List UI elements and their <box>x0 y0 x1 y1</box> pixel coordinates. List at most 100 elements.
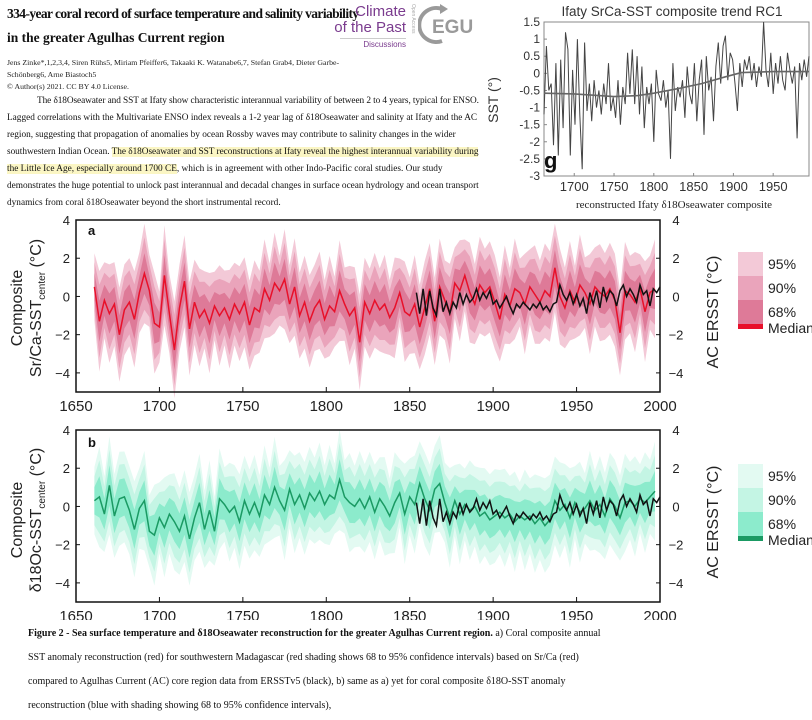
chart-g-xtick-label: 1950 <box>759 179 788 194</box>
b-xtick-label: 1900 <box>476 608 509 620</box>
b-series-median <box>93 476 656 540</box>
a-legend-swatch-Median <box>738 324 763 329</box>
chart-b-panel-label: b <box>88 435 96 450</box>
b-legend-label: 95% <box>768 468 796 484</box>
b-ytick-label-right: −4 <box>669 576 684 591</box>
chart-b-ylabel-line1: Composite <box>9 482 26 559</box>
chart-g-xtick-label: 1700 <box>560 179 589 194</box>
b-legend-swatch-Median <box>738 536 763 541</box>
figure-caption: Figure 2 - Sea surface temperature and δ… <box>28 622 798 718</box>
a-ytick-label-right: −2 <box>669 328 684 343</box>
chart-g-xtick-label: 1750 <box>600 179 629 194</box>
a-xtick-label: 1800 <box>310 398 343 415</box>
a-xtick-label: 1850 <box>393 398 426 415</box>
chart-a-ylabel-line1: Composite <box>9 270 26 347</box>
chart-b-ylabel-sub: center <box>37 480 48 508</box>
chart-g-ytick-label: -2 <box>529 135 540 149</box>
abstract-line2: Lagged correlations with the Multivariat… <box>7 113 478 123</box>
a-ytick-label-right: 2 <box>672 251 679 266</box>
caption-line3: compared to Agulhas Current (AC) core re… <box>28 676 566 687</box>
journal-name-line1: Climate <box>355 3 406 20</box>
b-ytick-label-left: 4 <box>63 423 70 438</box>
b-legend-swatch-68 <box>738 512 763 536</box>
b-xtick-label: 1750 <box>226 608 259 620</box>
a-legend-label: 95% <box>768 256 796 272</box>
paper-title-line1: 334-year coral record of surface tempera… <box>7 6 359 21</box>
chart-a-ylabel-sub: center <box>37 271 48 299</box>
abstract-highlight-1: The δ18Oseawater and SST reconstructions… <box>111 147 479 157</box>
chart-a-ylabel-unit: (°C) <box>28 239 45 272</box>
chart-a: 4 2 0 −2 −4 4 2 0 −2 −4 1650 1700 1750 1800 1850 1900 19… <box>9 216 812 415</box>
a-legend-label: 68% <box>768 304 796 320</box>
b-ytick-label-left: 0 <box>63 499 70 514</box>
chart-g-xtick-label: 1800 <box>639 179 668 194</box>
chart-b: 4 2 0 −2 −4 4 2 0 −2 −4 1650 1700 1750 1800 1850 1900 19… <box>9 423 812 620</box>
a-legend-swatch-95 <box>738 252 763 276</box>
chart-g-series-trend <box>543 70 809 98</box>
a-series-median <box>93 267 656 351</box>
chart-b-ylabel-left: Composite δ18Oc-SSTcenter (°C) <box>9 448 48 592</box>
chart-g-ytick-label: -2.5 <box>519 152 540 166</box>
abstract-line5: the Little Ice Age, especially around 17… <box>7 161 479 178</box>
chart-g-xtick-label: 1850 <box>679 179 708 194</box>
chart-b-ylabel-main: δ18Oc-SST <box>28 508 45 592</box>
b-xtick-label: 1700 <box>143 608 176 620</box>
b-xtick-label: 1850 <box>393 608 426 620</box>
a-xtick-label: 1950 <box>560 398 593 415</box>
chart-g-ytick-label: 1.5 <box>523 15 540 29</box>
a-xtick-label: 1750 <box>226 398 259 415</box>
b-ytick-label-left: −4 <box>55 576 70 591</box>
b-legend-swatch-95 <box>738 464 763 488</box>
chart-g-title: Ifaty SrCa-SST composite trend RC1 <box>561 4 782 19</box>
egu-logo: EGU <box>417 3 474 47</box>
chart-g-ylabel: SST (°) <box>485 77 501 123</box>
open-access-label: Open Access <box>410 4 416 34</box>
abstract-line4: southwestern Indian Ocean. The δ18Oseawa… <box>7 144 479 161</box>
caption-line1-rest: a) Coral composite annual <box>492 628 601 639</box>
a-ytick-label-left: 4 <box>63 216 70 228</box>
chart-a-ylabel-line2: Sr/Ca-SSTcenter (°C) <box>28 239 48 377</box>
b-frame <box>75 429 661 603</box>
journal-name-line2: of the Past <box>334 19 406 36</box>
abstract-line6: demonstrates the huge potential to unloc… <box>7 181 479 191</box>
chart-g-ytick-label: 0.5 <box>523 49 540 63</box>
chart-g-ytick-label: 1 <box>533 32 540 46</box>
b-ytick-label-right: 0 <box>672 499 679 514</box>
b-ytick-label-right: 2 <box>672 461 679 476</box>
paper-title-line2: in the greater Agulhas Current region <box>7 30 225 45</box>
b-legend-label: Median <box>768 532 812 548</box>
a-frame <box>75 219 661 393</box>
chart-a-ylabel-right: AC ERSST (°C) <box>705 256 722 369</box>
b-ytick-label-left: 2 <box>63 461 70 476</box>
abstract-line7: dynamics from coral δ18Oseawater beyond … <box>7 198 281 208</box>
a-legend-swatch-90 <box>738 276 763 300</box>
b-ytick-label-left: −2 <box>55 538 70 553</box>
a-legend-label: 90% <box>768 280 796 296</box>
chart-b-ylabel-line2: δ18Oc-SSTcenter (°C) <box>28 448 48 592</box>
a-xtick-label: 1700 <box>143 398 176 415</box>
abstract-line5-plain: , which is in agreement with other Indo-… <box>176 164 443 174</box>
chart-a-ylabel-left: Composite Sr/Ca-SSTcenter (°C) <box>9 239 48 377</box>
journal-name-line3: Discussions <box>363 40 406 49</box>
b-xtick-label: 1800 <box>310 608 343 620</box>
b-series-ac-ersst <box>415 492 661 529</box>
a-band-68 <box>94 249 655 370</box>
a-ytick-label-right: −4 <box>669 366 684 381</box>
a-xtick-label: 1650 <box>59 398 92 415</box>
abstract: The δ18Oseawater and SST at Ifaty show c… <box>7 93 479 212</box>
caption-line1: Figure 2 - Sea surface temperature and δ… <box>28 622 798 646</box>
caption-line2: SST anomaly reconstruction (red) for sou… <box>28 652 579 663</box>
egu-logo-icon: EGU <box>417 4 473 44</box>
chart-a-panel-label: a <box>88 223 96 238</box>
a-series-ac-ersst <box>415 282 661 319</box>
chart-g-series-composite <box>543 21 810 170</box>
authors-line2: Schönberg6, Arne Biastoch5 <box>7 70 97 79</box>
chart-a-ylabel-main: Sr/Ca-SST <box>28 300 45 378</box>
caption-bold: Figure 2 - Sea surface temperature and δ… <box>28 628 493 639</box>
authors-line1: Jens Zinke*,1,2,3,4, Siren Rühs5, Miriam… <box>7 58 340 67</box>
a-ytick-label-right: 4 <box>672 216 679 228</box>
b-legend-label: 90% <box>768 492 796 508</box>
chart-g-ytick-label: -1 <box>529 101 540 115</box>
chart-g-xlabel: reconstructed Ifaty δ18Oseawater composi… <box>576 199 772 211</box>
b-xtick-label: 1650 <box>59 608 92 620</box>
